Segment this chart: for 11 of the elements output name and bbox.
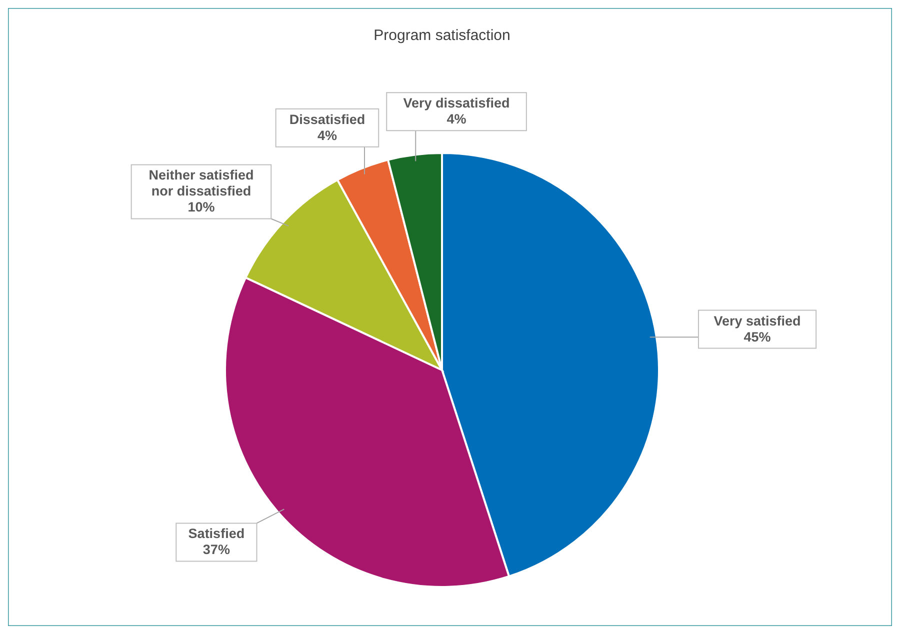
slice-label: Very dissatisfied xyxy=(403,96,510,111)
data-label: 37% xyxy=(202,542,230,558)
data-label: 4% xyxy=(317,128,337,143)
slice-label: Very satisfied xyxy=(714,313,801,328)
data-label: 10% xyxy=(188,200,215,215)
data-label: 4% xyxy=(446,112,466,127)
data-label: 45% xyxy=(744,329,771,344)
slice-label: Satisfied xyxy=(188,526,245,542)
chart-title: Program satisfaction xyxy=(374,27,510,44)
slice-label: Neither satisfied nor dissatisfied xyxy=(148,168,254,199)
slice-label: Dissatisfied xyxy=(289,112,366,127)
